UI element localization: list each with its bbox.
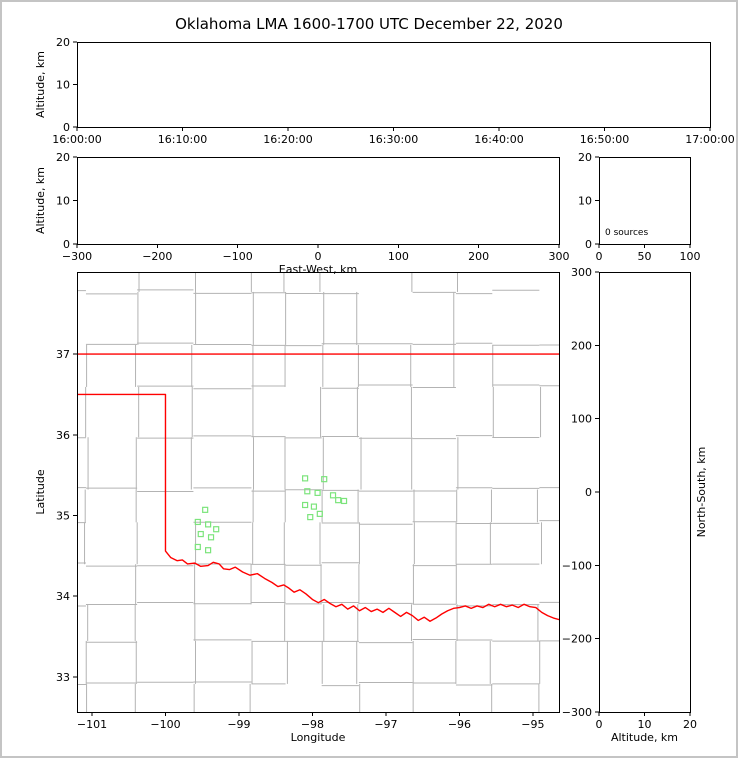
axes-frame [77, 42, 711, 128]
source-marker [302, 501, 309, 509]
y-tick-label: 34 [56, 590, 70, 603]
x-tick-label: 50 [638, 250, 652, 263]
y-tick-label: 0 [585, 486, 592, 499]
source-marker [329, 492, 337, 499]
panel-ns_height: 0 10 20 −300 −200 −100 0 100 200 300 Altitude, km N… [562, 266, 708, 744]
x-tick-label: −96 [448, 718, 471, 731]
y-axis-label: Altitude, km [34, 51, 47, 118]
panel-map: −101 −100 −99 −98 −97 −96 −95 33 34 35 36 37 Longitu… [34, 272, 560, 744]
state-border-line [77, 393, 559, 622]
x-tick-label: −97 [374, 718, 397, 731]
x-tick-label: 100 [388, 250, 409, 263]
y-tick-label: 100 [571, 413, 592, 426]
y-tick-label: 10 [56, 79, 70, 92]
x-tick-label: 300 [549, 250, 570, 263]
source-marker [197, 530, 204, 538]
source-marker [307, 514, 314, 521]
source-marker [194, 543, 201, 551]
axes-frame [77, 157, 560, 245]
y-tick-label: −300 [562, 706, 592, 719]
source-marker [202, 506, 209, 513]
x-tick-label: 20 [683, 718, 697, 731]
x-tick-label: 0 [596, 250, 603, 263]
x-tick-label: −200 [142, 250, 172, 263]
source-marker [335, 497, 342, 504]
x-tick-label: −101 [77, 718, 107, 731]
y-tick-label: 35 [56, 509, 70, 522]
x-tick-label: −100 [150, 718, 180, 731]
x-tick-label: 16:00:00 [52, 133, 101, 146]
y-tick-label: 10 [578, 195, 592, 208]
source-marker [207, 534, 215, 541]
x-axis-label: Longitude [291, 731, 346, 744]
x-tick-label: 16:50:00 [580, 133, 629, 146]
source-marker [205, 547, 212, 554]
y-tick-label: −100 [562, 559, 592, 572]
x-tick-label: 16:40:00 [474, 133, 523, 146]
x-tick-label: 100 [680, 250, 701, 263]
source-marker [194, 518, 201, 526]
x-tick-label: −100 [223, 250, 253, 263]
y-axis-label: Latitude [34, 469, 47, 515]
y-tick-label: 20 [56, 36, 70, 49]
x-tick-label: 200 [468, 250, 489, 263]
y-tick-label: 10 [56, 195, 70, 208]
source-marker [321, 476, 328, 483]
y-tick-label: 0 [63, 238, 70, 251]
source-marker [304, 488, 311, 495]
x-tick-label: 16:20:00 [263, 133, 312, 146]
y-tick-label: 20 [578, 151, 592, 164]
x-tick-label: 10 [638, 718, 652, 731]
x-tick-label: −95 [521, 718, 544, 731]
panel-time_height: 16:00:00 16:10:00 16:20:00 16:30:00 16:40:00… [34, 36, 735, 146]
source-marker [314, 489, 321, 496]
y-axis-label: Altitude, km [34, 167, 47, 234]
x-tick-label: 0 [596, 718, 603, 731]
x-axis-label: Altitude, km [611, 731, 678, 744]
axes-frame [77, 272, 560, 713]
y-tick-label: 36 [56, 429, 70, 442]
y-tick-label: 37 [56, 348, 70, 361]
y-tick-label: 200 [571, 339, 592, 352]
annotation-source-count: 0 sources [605, 228, 648, 238]
y-tick-label: 0 [63, 121, 70, 134]
panel-ew_height: −300 −200 −100 0 100 200 300 0 10 20 East-West, km… [34, 151, 570, 276]
x-tick-label: 16:10:00 [158, 133, 207, 146]
x-axis-label: East-West, km [279, 263, 357, 276]
y-tick-label: 300 [571, 266, 592, 279]
y-tick-label: 0 [585, 238, 592, 251]
x-tick-label: 16:30:00 [369, 133, 418, 146]
figure-title: Oklahoma LMA 1600-1700 UTC December 22, … [175, 15, 563, 33]
source-marker [310, 503, 318, 510]
source-marker [340, 497, 348, 505]
map-layers [77, 272, 559, 712]
source-marker [213, 526, 220, 533]
source-marker [205, 521, 212, 528]
source-marker [316, 510, 323, 517]
source-marker [302, 475, 309, 482]
y-tick-label: −200 [562, 633, 592, 646]
panel-alt_hist: 0 50 100 0 10 20 0 sources [578, 151, 701, 263]
y-tick-label: 20 [56, 151, 70, 164]
x-tick-label: 17:00:00 [685, 133, 734, 146]
x-tick-label: −300 [62, 250, 92, 263]
y-tick-label: 33 [56, 671, 70, 684]
x-tick-label: 0 [315, 250, 322, 263]
x-tick-label: −99 [227, 718, 250, 731]
x-tick-label: −98 [301, 718, 324, 731]
y-axis-label-right: North-South, km [695, 447, 708, 538]
axes-frame [599, 272, 691, 713]
